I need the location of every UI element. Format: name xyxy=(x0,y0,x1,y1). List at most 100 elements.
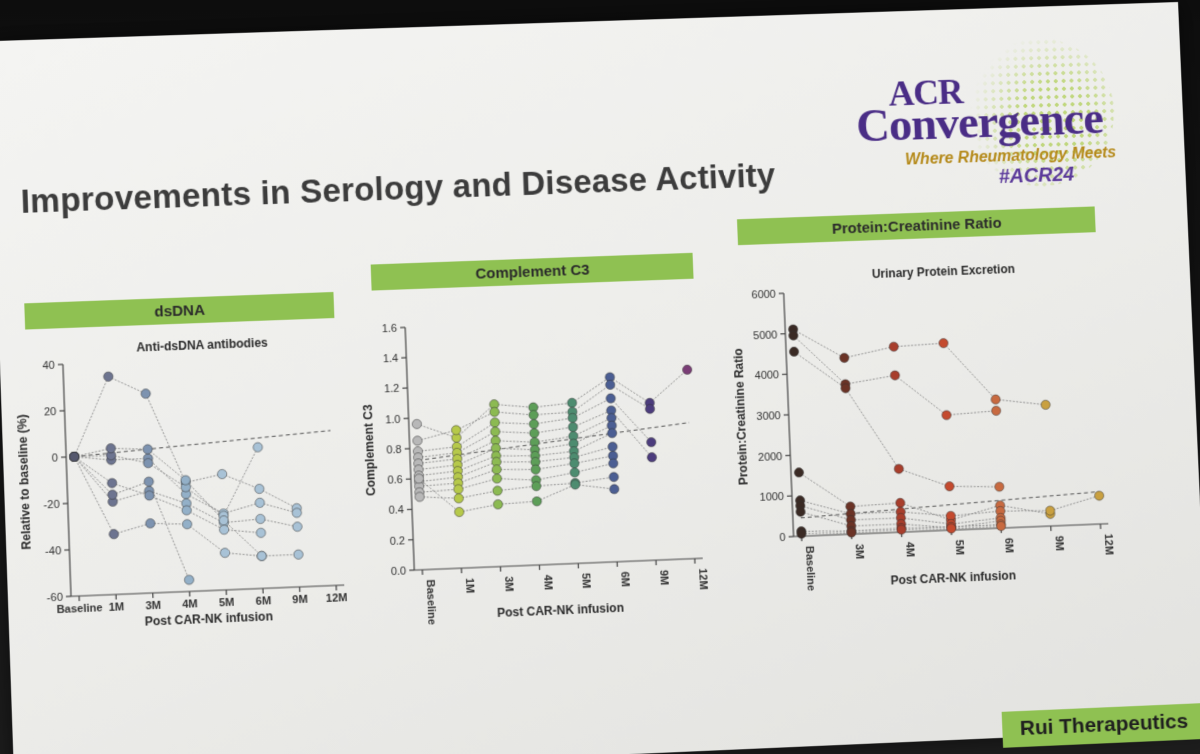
series-line xyxy=(943,341,995,401)
data-point xyxy=(182,499,192,509)
data-point xyxy=(492,465,502,475)
data-point xyxy=(569,467,579,477)
data-point xyxy=(794,468,804,478)
x-tick-label: 6M xyxy=(255,595,271,608)
series-line xyxy=(498,501,537,504)
chart-title: Anti-dsDNA antibodies xyxy=(136,336,268,355)
x-axis-label: Post CAR-NK infusion xyxy=(890,568,1016,587)
data-point xyxy=(182,519,192,529)
data-point xyxy=(605,379,616,390)
x-tick-label: 9M xyxy=(1052,535,1064,551)
series-line xyxy=(572,410,612,428)
series-line xyxy=(456,412,496,430)
series-line xyxy=(417,423,457,440)
data-point xyxy=(529,463,540,474)
series-line xyxy=(572,397,611,419)
series-line xyxy=(574,483,614,490)
series-line xyxy=(223,503,260,514)
series-line xyxy=(418,453,457,458)
series-line xyxy=(533,417,573,424)
series-line xyxy=(222,473,259,491)
y-tick-label: 0.6 xyxy=(387,474,403,487)
data-point xyxy=(566,397,577,408)
data-point xyxy=(996,521,1005,531)
data-point xyxy=(414,474,424,484)
series-line xyxy=(186,479,224,522)
series-line xyxy=(112,491,149,502)
data-point xyxy=(605,393,616,404)
x-tick-label: 3M xyxy=(145,600,161,613)
data-point xyxy=(947,524,956,534)
series-line xyxy=(260,501,297,514)
data-point xyxy=(530,480,541,491)
data-point xyxy=(493,500,503,510)
x-tick-label: 9M xyxy=(657,570,670,586)
data-point xyxy=(889,342,898,351)
data-point xyxy=(841,383,850,393)
series-line xyxy=(418,447,457,452)
data-point xyxy=(608,458,618,468)
data-point xyxy=(645,404,656,414)
y-tick-label: -60 xyxy=(47,592,64,605)
data-point xyxy=(890,371,899,381)
series-line xyxy=(573,462,614,473)
data-point xyxy=(528,427,539,438)
series-line xyxy=(535,483,575,501)
data-point xyxy=(491,444,501,454)
series-line xyxy=(571,384,611,413)
series-line xyxy=(794,350,846,390)
series-line xyxy=(148,448,186,482)
y-axis xyxy=(63,364,71,596)
x-axis xyxy=(414,558,702,570)
data-point xyxy=(219,525,229,535)
series-line xyxy=(419,489,458,492)
data-point xyxy=(181,489,191,499)
data-point xyxy=(454,507,464,517)
data-point xyxy=(1094,491,1103,501)
y-axis-label: Relative to baseline (%) xyxy=(15,414,34,550)
data-point xyxy=(796,501,806,511)
series-line xyxy=(901,510,951,518)
data-point xyxy=(256,528,266,538)
data-point xyxy=(789,331,799,341)
data-point xyxy=(292,508,302,518)
series-line xyxy=(496,460,535,463)
series-line xyxy=(150,522,187,526)
pcr-chart: 0 1000 2000 3000 4000 5000 6000 Baseline 3M 4M 5M 6… xyxy=(731,262,1114,591)
data-point xyxy=(532,497,542,507)
series-line xyxy=(1050,496,1100,511)
x-tick-label: Baseline xyxy=(56,602,102,616)
series-line xyxy=(799,470,850,508)
y-tick-label: 20 xyxy=(44,406,57,419)
data-point xyxy=(69,452,79,462)
data-point xyxy=(451,425,461,435)
logo-hashtag: #ACR24 xyxy=(998,163,1075,189)
data-point xyxy=(106,444,116,454)
series-line xyxy=(851,518,901,520)
data-point xyxy=(528,418,539,429)
data-point xyxy=(797,529,807,539)
series-line xyxy=(1000,503,1050,516)
x-tick-label: 3M xyxy=(502,576,515,592)
x-tick-label: 12M xyxy=(696,568,709,590)
series-line xyxy=(950,505,1000,520)
series-line xyxy=(996,398,1046,407)
data-point xyxy=(104,372,114,382)
series-line xyxy=(534,442,574,450)
data-point xyxy=(683,365,694,376)
data-point xyxy=(528,409,538,420)
data-point xyxy=(144,477,154,487)
data-point xyxy=(647,452,657,463)
x-tick-label: 4M xyxy=(541,574,554,590)
data-point xyxy=(256,514,266,524)
data-point xyxy=(946,511,955,521)
series-line xyxy=(949,484,999,488)
data-point xyxy=(646,437,657,448)
data-point xyxy=(939,338,948,347)
data-point xyxy=(182,506,192,516)
y-tick-label: 2000 xyxy=(758,451,783,464)
series-line xyxy=(793,334,845,387)
x-tick-label: 12M xyxy=(326,592,348,605)
series-line xyxy=(419,471,458,476)
